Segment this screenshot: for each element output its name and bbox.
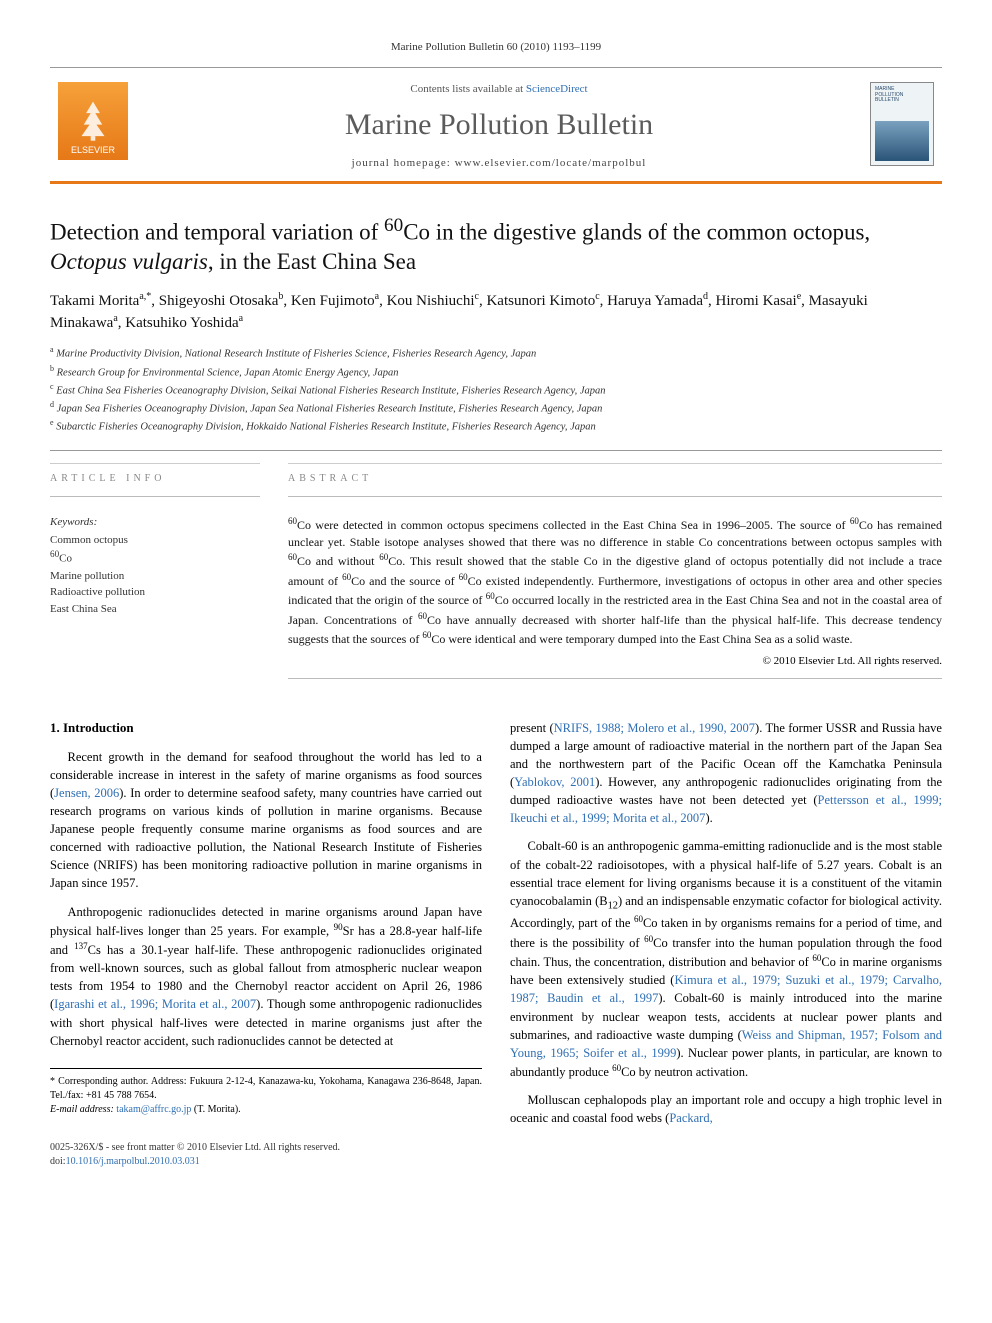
abstract-label: ABSTRACT — [288, 472, 942, 486]
article-body: 1. Introduction Recent growth in the dem… — [50, 719, 942, 1128]
affiliation-list: a Marine Productivity Division, National… — [50, 344, 942, 435]
journal-title: Marine Pollution Bulletin — [142, 104, 856, 146]
keyword-item: Marine pollution — [50, 568, 260, 585]
affiliation-item: c East China Sea Fisheries Oceanography … — [50, 381, 942, 399]
keyword-item: Common octopus — [50, 532, 260, 549]
article-title: Detection and temporal variation of 60Co… — [50, 214, 942, 276]
abstract-text: 60Co were detected in common octopus spe… — [288, 515, 942, 649]
section-heading-intro: 1. Introduction — [50, 719, 482, 738]
body-paragraph: present (NRIFS, 1988; Molero et al., 199… — [510, 719, 942, 828]
keyword-item: 60Co — [50, 548, 260, 567]
body-paragraph: Cobalt-60 is an anthropogenic gamma-emit… — [510, 837, 942, 1081]
author-list: Takami Moritaa,*, Shigeyoshi Otosakab, K… — [50, 290, 942, 334]
article-info-label: ARTICLE INFO — [50, 472, 260, 486]
sciencedirect-link[interactable]: ScienceDirect — [526, 83, 588, 95]
journal-cover-thumbnail: MARINE POLLUTION BULLETIN — [870, 82, 934, 166]
keyword-item: East China Sea — [50, 601, 260, 618]
publisher-name: ELSEVIER — [71, 144, 115, 157]
doi-link[interactable]: 10.1016/j.marpolbul.2010.03.031 — [66, 1156, 200, 1167]
journal-homepage: journal homepage: www.elsevier.com/locat… — [142, 156, 856, 171]
page-footer: 0025-326X/$ - see front matter © 2010 El… — [50, 1141, 942, 1169]
affiliation-item: e Subarctic Fisheries Oceanography Divis… — [50, 417, 942, 435]
running-header: Marine Pollution Bulletin 60 (2010) 1193… — [50, 40, 942, 55]
elsevier-tree-icon — [70, 96, 116, 144]
affiliation-item: d Japan Sea Fisheries Oceanography Divis… — [50, 399, 942, 417]
abstract-copyright: © 2010 Elsevier Ltd. All rights reserved… — [288, 654, 942, 669]
journal-header: ELSEVIER Contents lists available at Sci… — [50, 67, 942, 184]
affiliation-item: b Research Group for Environmental Scien… — [50, 363, 942, 381]
keyword-item: Radioactive pollution — [50, 584, 260, 601]
corresponding-author-footnote: * Corresponding author. Address: Fukuura… — [50, 1068, 482, 1117]
body-paragraph: Recent growth in the demand for seafood … — [50, 748, 482, 893]
body-paragraph: Anthropogenic radionuclides detected in … — [50, 903, 482, 1050]
author-email-link[interactable]: takam@affrc.go.jp — [116, 1104, 191, 1115]
body-paragraph: Molluscan cephalopods play an important … — [510, 1091, 942, 1127]
affiliation-item: a Marine Productivity Division, National… — [50, 344, 942, 362]
keywords-list: Common octopus60CoMarine pollutionRadioa… — [50, 532, 260, 617]
publisher-logo: ELSEVIER — [58, 82, 128, 160]
cover-image-icon — [875, 121, 929, 161]
keywords-label: Keywords: — [50, 515, 260, 530]
contents-line: Contents lists available at ScienceDirec… — [142, 82, 856, 97]
